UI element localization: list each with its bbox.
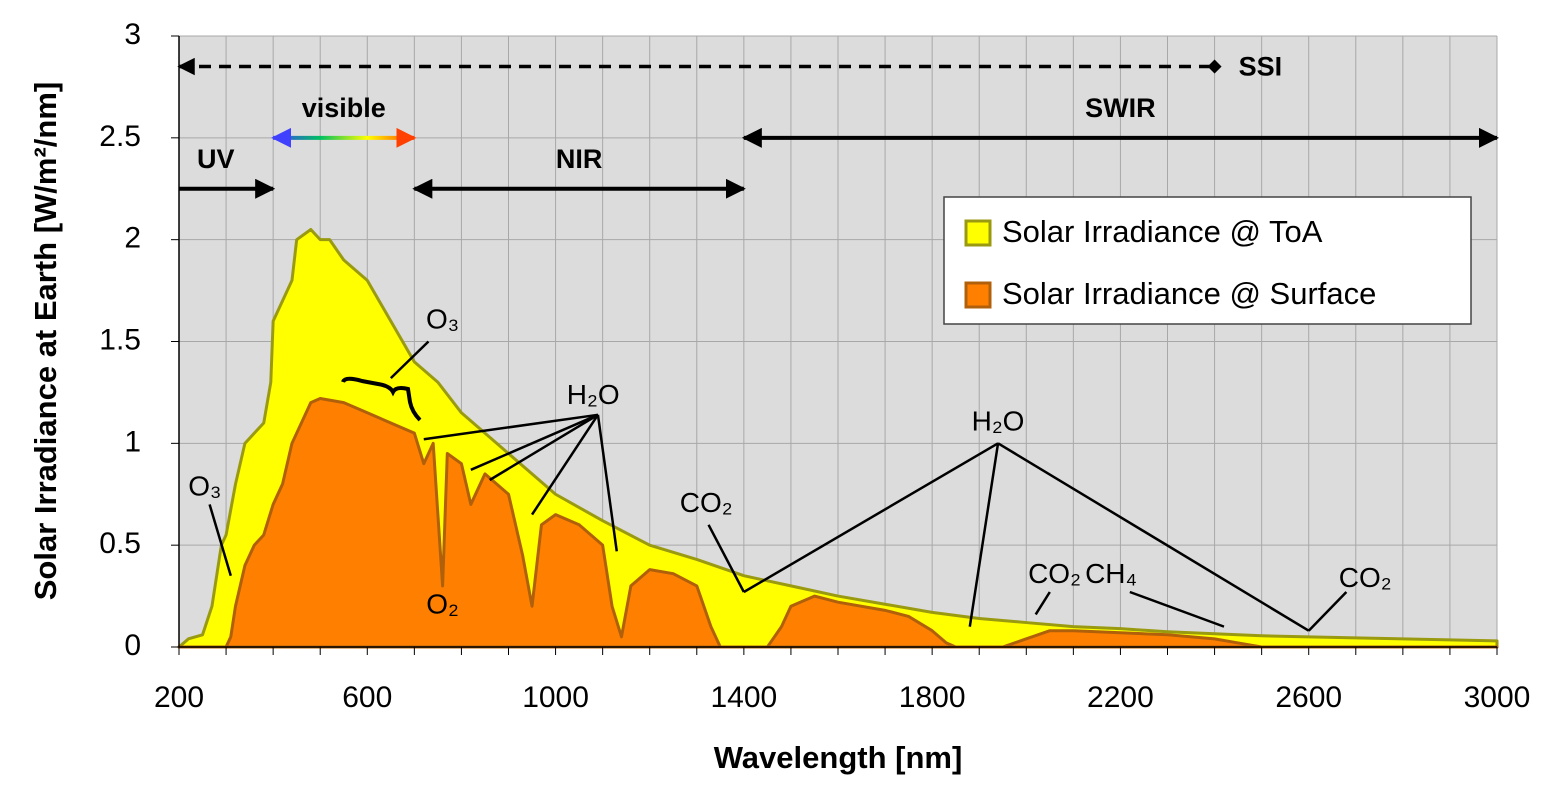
annotation: O₃ [188, 471, 221, 502]
range-label: UV [197, 144, 235, 174]
leader-line [1307, 591, 1348, 632]
x-tick-label: 2200 [1087, 681, 1154, 714]
y-tick-label: 1.5 [99, 323, 141, 356]
brace [341, 376, 422, 422]
annotation: O₂ [426, 589, 459, 620]
annotation: CO₂ [680, 487, 733, 518]
legend-label: Solar Irradiance @ ToA [1002, 214, 1323, 249]
y-tick-label: 0 [124, 629, 141, 662]
y-tick-label: 1 [124, 425, 141, 458]
leader-line [1129, 590, 1225, 628]
annotation: CH₄ [1085, 558, 1137, 589]
leader-line [997, 442, 1310, 632]
y-axis-title: Solar Irradiance at Earth [W/m²/nm] [28, 82, 63, 601]
leader-line [530, 414, 599, 516]
x-tick-label: 1400 [710, 681, 777, 714]
leader-line [423, 413, 599, 441]
area [177, 397, 1499, 649]
annotation: H₂O [972, 405, 1025, 436]
y-tick-label: 2 [124, 222, 141, 255]
legend-box [943, 196, 1472, 325]
leader-line [1034, 591, 1051, 616]
x-tick-label: 3000 [1464, 681, 1531, 714]
annotation: CO₂ [1339, 562, 1392, 593]
y-tick-label: 3 [124, 18, 141, 51]
range-label: visible [302, 93, 386, 123]
x-tick-label: 600 [342, 681, 392, 714]
leader-line [743, 442, 999, 594]
leader-line [707, 524, 745, 593]
leader-line [596, 414, 619, 552]
leader-line [389, 340, 430, 380]
x-tick-label: 1000 [522, 681, 589, 714]
x-tick-label: 1800 [899, 681, 966, 714]
y-tick-label: 0.5 [99, 527, 141, 560]
range-label: SWIR [1085, 93, 1156, 123]
legend-label: Solar Irradiance @ Surface [1002, 276, 1376, 311]
range-label: NIR [556, 144, 603, 174]
leader-line [489, 413, 599, 482]
x-tick-label: 2600 [1275, 681, 1342, 714]
y-tick-label: 2.5 [99, 120, 141, 153]
x-axis-title: Wavelength [nm] [714, 740, 963, 775]
legend-swatch [964, 219, 992, 247]
leader-line [208, 504, 232, 577]
leader-line [470, 413, 599, 471]
annotation: O₃ [426, 304, 459, 335]
annotation: H₂O [567, 379, 620, 410]
x-tick-label: 200 [154, 681, 204, 714]
range-label: SSI [1239, 52, 1283, 82]
leader-line [968, 443, 1000, 627]
annotation: CO₂ [1028, 558, 1081, 589]
legend-swatch [964, 281, 992, 309]
